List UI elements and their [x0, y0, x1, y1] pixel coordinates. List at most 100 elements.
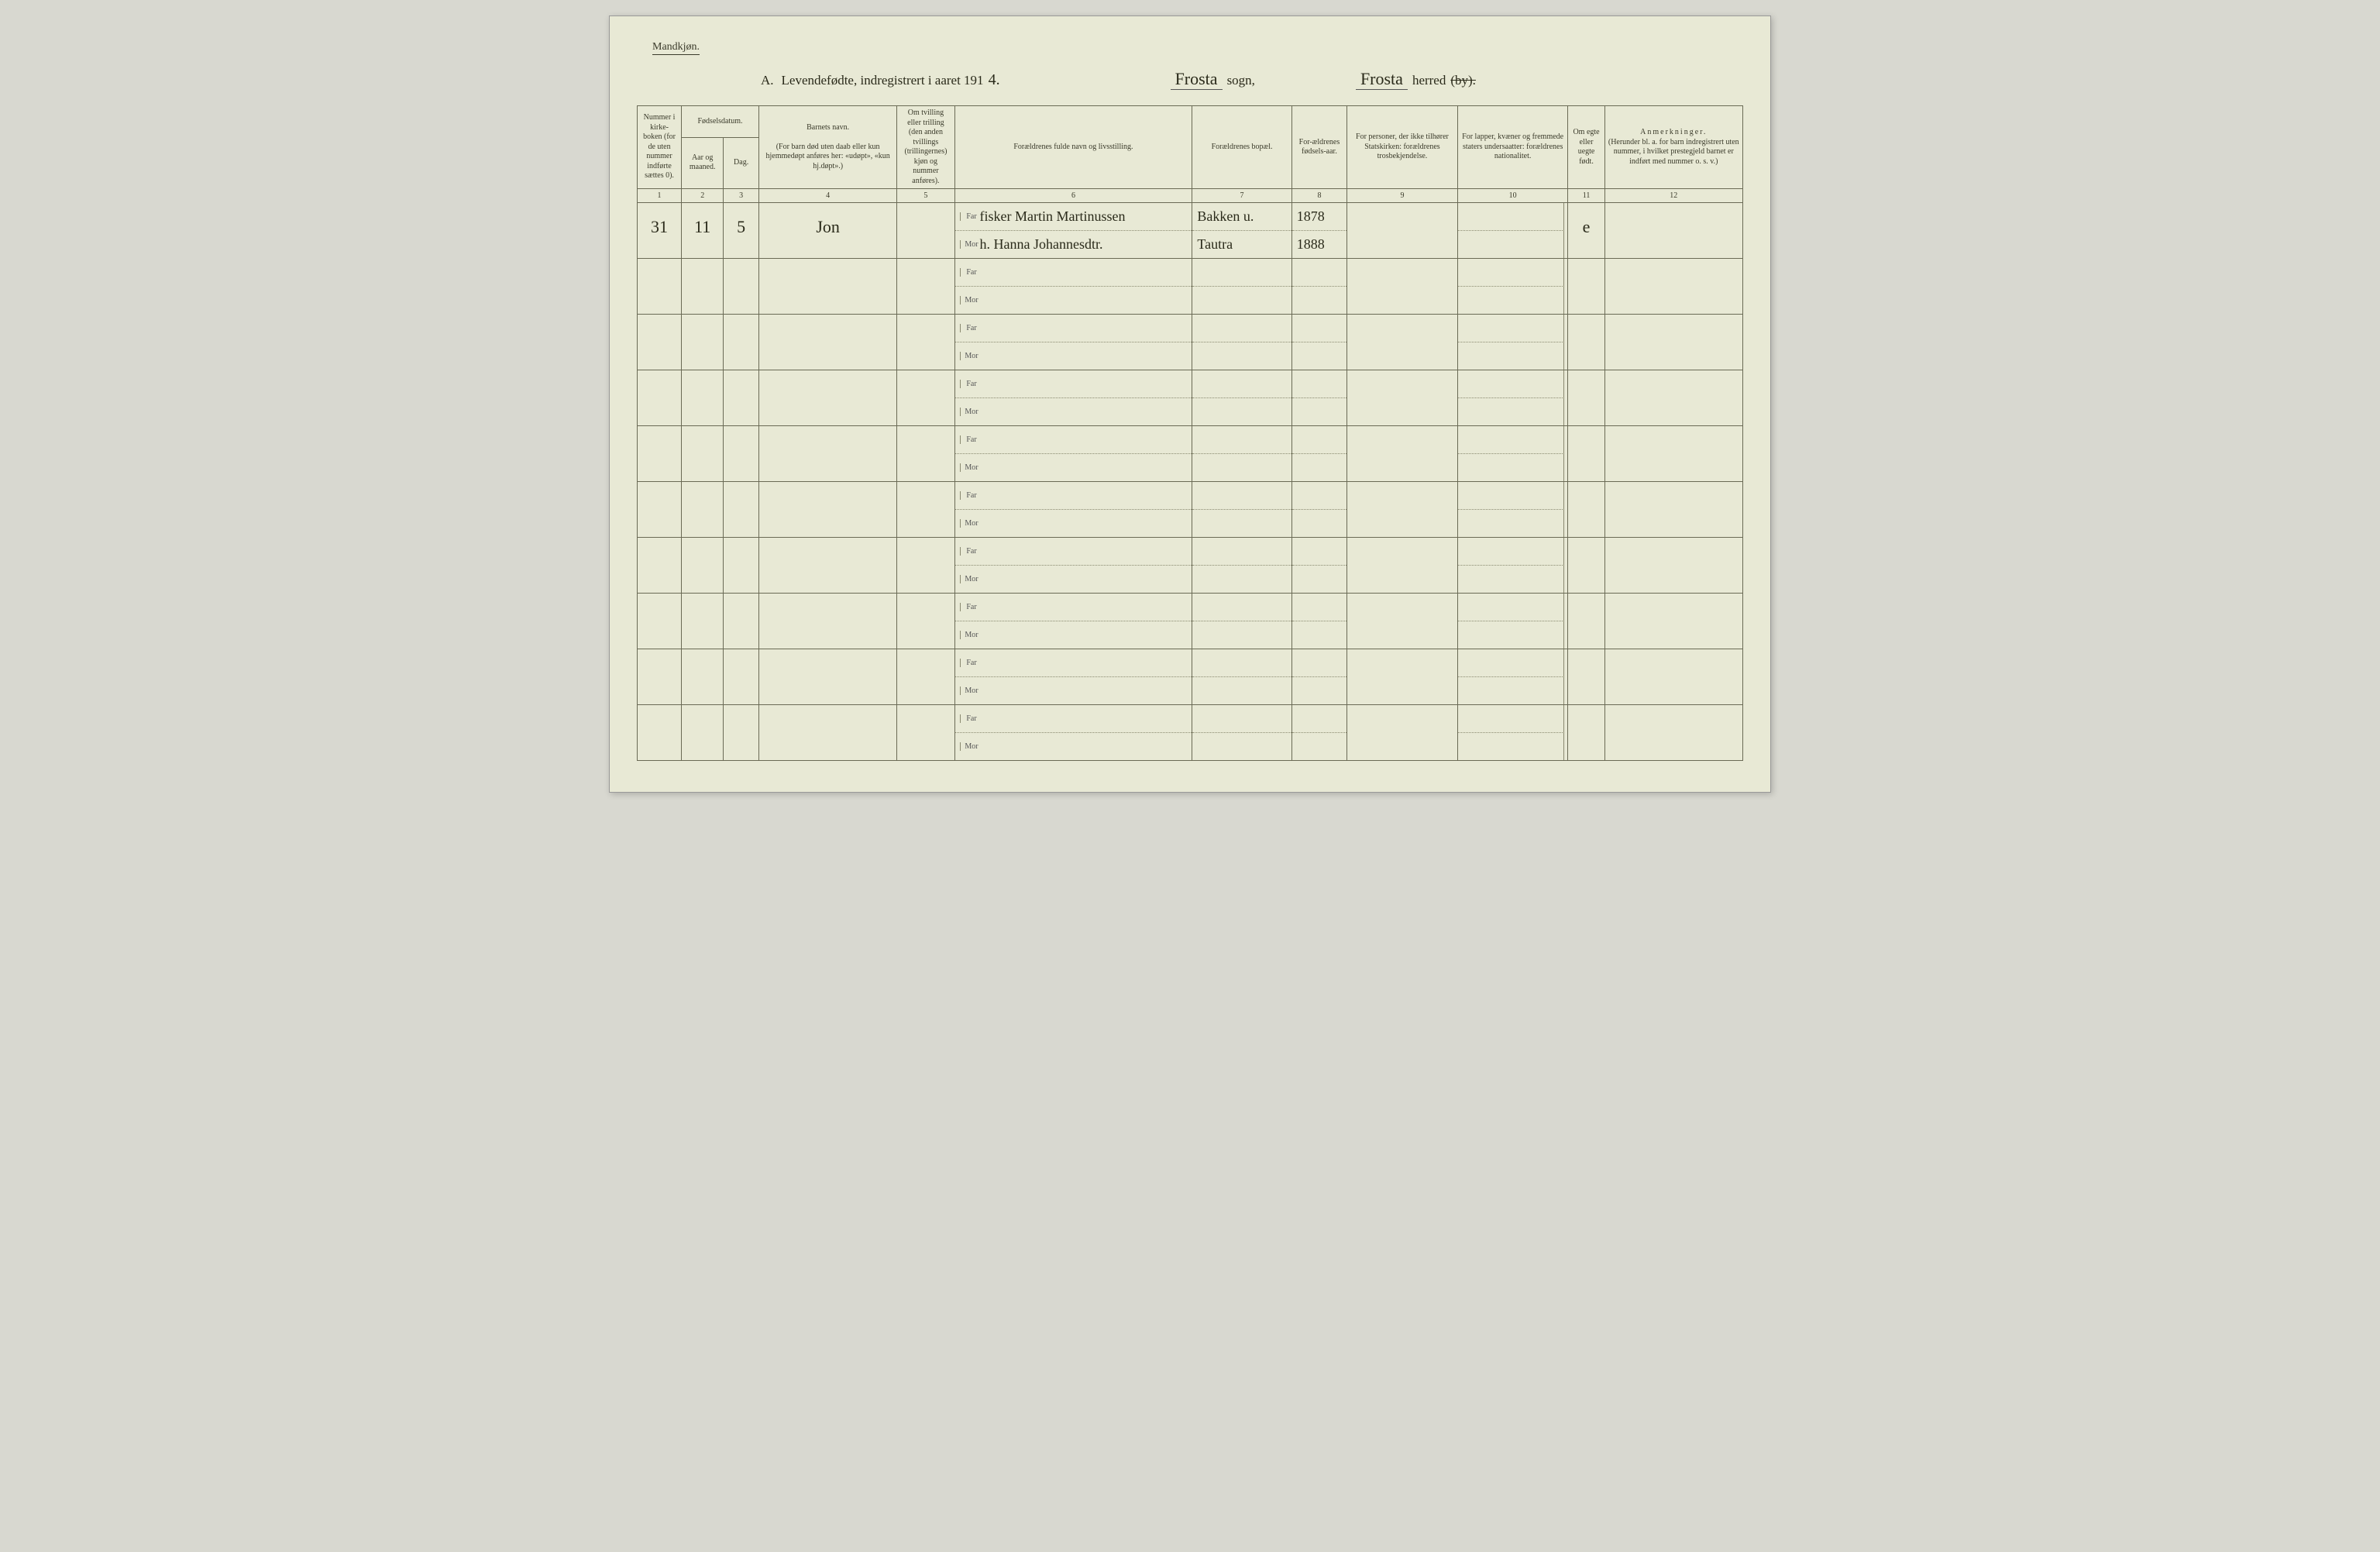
table-cell: 11 [682, 203, 724, 259]
table-cell [1568, 370, 1604, 426]
table-cell [1192, 315, 1291, 370]
colnum-2: 2 [682, 189, 724, 203]
table-cell [638, 594, 682, 649]
table-row: 31115Jon Farfisker Martin Martinussen Mo… [638, 203, 1743, 259]
table-cell: 5 [724, 203, 759, 259]
col4-sub: (For barn død uten daab eller kun hjemme… [766, 143, 890, 170]
table-cell [897, 482, 954, 538]
table-cell [1457, 594, 1568, 649]
col-header-4: Barnets navn. (For barn død uten daab el… [758, 106, 896, 189]
table-body: 31115Jon Farfisker Martin Martinussen Mo… [638, 203, 1743, 761]
parents-year [1292, 705, 1346, 760]
handwritten-value: e [1568, 203, 1604, 237]
table-cell [1604, 259, 1742, 315]
table-cell: Bakken u. Tautra [1192, 203, 1291, 259]
parents-year: 1878 1888 [1292, 203, 1346, 258]
table-cell [897, 538, 954, 594]
gender-label: Mandkjøn. [652, 41, 700, 55]
far-residence: Bakken u. [1197, 208, 1254, 225]
table-cell: Farfisker Martin Martinussen Morh. Hanna… [954, 203, 1192, 259]
table-cell: Far Mor [954, 426, 1192, 482]
parents-residence [1192, 705, 1291, 760]
far-year: 1878 [1297, 208, 1325, 225]
parents-year [1292, 594, 1346, 649]
col12-title: Anmerkninger. [1640, 128, 1707, 136]
parents-names: Far Mor [955, 705, 1192, 760]
table-cell [1457, 370, 1568, 426]
table-cell [1347, 203, 1458, 259]
parents-names: Farfisker Martin Martinussen Morh. Hanna… [955, 203, 1192, 258]
register-page: Mandkjøn. A. Levendefødte, indregistrert… [609, 15, 1771, 793]
table-cell [1192, 594, 1291, 649]
table-cell [724, 426, 759, 482]
colnum-7: 7 [1192, 189, 1291, 203]
mor-label: Mor [960, 463, 980, 472]
nationality-cell [1458, 259, 1568, 314]
table-cell [758, 482, 896, 538]
table-cell [1192, 538, 1291, 594]
table-cell: Jon [758, 203, 896, 259]
col-header-6: Forældrenes fulde navn og livsstilling. [954, 106, 1192, 189]
table-cell [897, 370, 954, 426]
parents-year [1292, 315, 1346, 370]
table-cell [758, 538, 896, 594]
table-cell [897, 705, 954, 761]
table-cell [1604, 370, 1742, 426]
table-cell [1347, 259, 1458, 315]
mor-year: 1888 [1297, 236, 1325, 253]
col-header-8: For-ældrenes fødsels-aar. [1291, 106, 1346, 189]
table-cell: Far Mor [954, 705, 1192, 761]
table-cell [724, 370, 759, 426]
table-cell [1291, 538, 1346, 594]
table-cell [682, 594, 724, 649]
parents-year [1292, 426, 1346, 481]
table-cell [897, 594, 954, 649]
nationality-cell [1458, 705, 1568, 760]
table-cell [682, 649, 724, 705]
table-cell [1568, 594, 1604, 649]
table-cell: 31 [638, 203, 682, 259]
table-cell [638, 482, 682, 538]
far-label: Far [960, 435, 980, 444]
table-cell [1604, 482, 1742, 538]
parents-year [1292, 649, 1346, 704]
table-cell [1568, 649, 1604, 705]
col-header-2: Aar og maaned. [682, 137, 724, 189]
mor-label: Mor [960, 575, 980, 583]
handwritten-value: 11 [682, 203, 723, 237]
table-cell [638, 315, 682, 370]
table-cell [1457, 482, 1568, 538]
table-row: Far Mor [638, 482, 1743, 538]
table-cell [638, 538, 682, 594]
colnum-1: 1 [638, 189, 682, 203]
parents-names: Far Mor [955, 426, 1192, 481]
parents-residence: Bakken u. Tautra [1192, 203, 1291, 258]
far-label: Far [960, 491, 980, 500]
parents-names: Far Mor [955, 315, 1192, 370]
parents-residence [1192, 594, 1291, 649]
table-cell [1291, 259, 1346, 315]
mor-label: Mor [960, 687, 980, 695]
table-cell [1347, 426, 1458, 482]
table-cell [897, 426, 954, 482]
table-cell [1192, 259, 1291, 315]
by-strikethrough: (by). [1450, 73, 1476, 88]
table-cell [1347, 649, 1458, 705]
table-cell [1347, 594, 1458, 649]
table-cell [1192, 482, 1291, 538]
column-number-row: 1 2 3 4 5 6 7 8 9 10 11 12 [638, 189, 1743, 203]
section-title: Levendefødte, indregistrert i aaret 191 [782, 73, 984, 88]
parents-year [1292, 259, 1346, 314]
table-cell [1192, 705, 1291, 761]
parents-residence [1192, 315, 1291, 370]
register-table: Nummer i kirke-boken (for de uten nummer… [637, 105, 1743, 761]
table-cell [1457, 426, 1568, 482]
table-cell: Far Mor [954, 370, 1192, 426]
colnum-10: 10 [1457, 189, 1568, 203]
far-label: Far [960, 714, 980, 723]
table-cell [1568, 259, 1604, 315]
table-cell [758, 426, 896, 482]
table-cell [1291, 426, 1346, 482]
parents-names: Far Mor [955, 370, 1192, 425]
table-cell [1568, 705, 1604, 761]
